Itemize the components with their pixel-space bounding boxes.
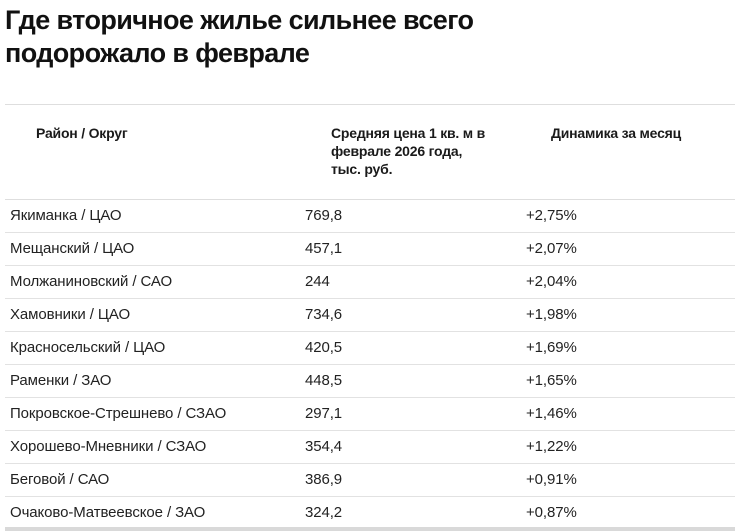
cell-district: Покровское-Стрешнево / СЗАО	[10, 405, 227, 422]
cell-price: 734,6	[305, 306, 343, 323]
cell-price: 244	[305, 273, 330, 290]
cell-price: 448,5	[305, 372, 343, 389]
cell-price: 420,5	[305, 339, 343, 356]
cell-change: +2,07%	[526, 240, 577, 257]
cell-price: 354,4	[305, 438, 343, 455]
cell-change: +0,87%	[526, 504, 577, 521]
column-header-district: Район / Округ	[36, 125, 128, 141]
cell-change: +2,04%	[526, 273, 577, 290]
cell-change: +1,69%	[526, 339, 577, 356]
cell-district: Молжаниновский / САО	[10, 273, 173, 290]
cell-district: Хамовники / ЦАО	[10, 306, 131, 323]
table-row: Молжаниновский / САО 244 +2,04%	[5, 266, 735, 299]
table-row: Якиманка / ЦАО 769,8 +2,75%	[5, 200, 735, 233]
table-row: Покровское-Стрешнево / СЗАО 297,1 +1,46%	[5, 398, 735, 431]
cell-district: Мещанский / ЦАО	[10, 240, 135, 257]
table-header: Район / Округ Средняя цена 1 кв. м в фев…	[5, 105, 735, 200]
cell-change: +2,75%	[526, 207, 577, 224]
table-row: Раменки / ЗАО 448,5 +1,65%	[5, 365, 735, 398]
cell-district: Очаково-Матвеевское / ЗАО	[10, 504, 206, 521]
price-table: Район / Округ Средняя цена 1 кв. м в фев…	[5, 104, 735, 531]
table-row: Красносельский / ЦАО 420,5 +1,69%	[5, 332, 735, 365]
cell-price: 324,2	[305, 504, 343, 521]
table-row: Хорошево-Мневники / СЗАО 354,4 +1,22%	[5, 431, 735, 464]
page-title: Где вторичное жилье сильнее всего подоро…	[5, 5, 474, 68]
table-row: Хамовники / ЦАО 734,6 +1,98%	[5, 299, 735, 332]
column-header-price: Средняя цена 1 кв. м в феврале 2026 года…	[331, 125, 486, 177]
cell-district: Якиманка / ЦАО	[10, 207, 122, 224]
table-row: Беговой / САО 386,9 +0,91%	[5, 464, 735, 497]
cell-district: Красносельский / ЦАО	[10, 339, 166, 356]
cell-change: +0,91%	[526, 471, 577, 488]
cell-price: 386,9	[305, 471, 343, 488]
cell-price: 769,8	[305, 207, 343, 224]
cell-price: 297,1	[305, 405, 343, 422]
table-row: Мещанский / ЦАО 457,1 +2,07%	[5, 233, 735, 266]
cell-district: Беговой / САО	[10, 471, 110, 488]
cell-change: +1,46%	[526, 405, 577, 422]
cell-change: +1,65%	[526, 372, 577, 389]
cell-change: +1,22%	[526, 438, 577, 455]
cell-district: Хорошево-Мневники / СЗАО	[10, 438, 207, 455]
cell-district: Раменки / ЗАО	[10, 372, 112, 389]
table-row: Очаково-Матвеевское / ЗАО 324,2 +0,87%	[5, 497, 735, 531]
column-header-change: Динамика за месяц	[551, 125, 682, 141]
cell-price: 457,1	[305, 240, 343, 257]
cell-change: +1,98%	[526, 306, 577, 323]
